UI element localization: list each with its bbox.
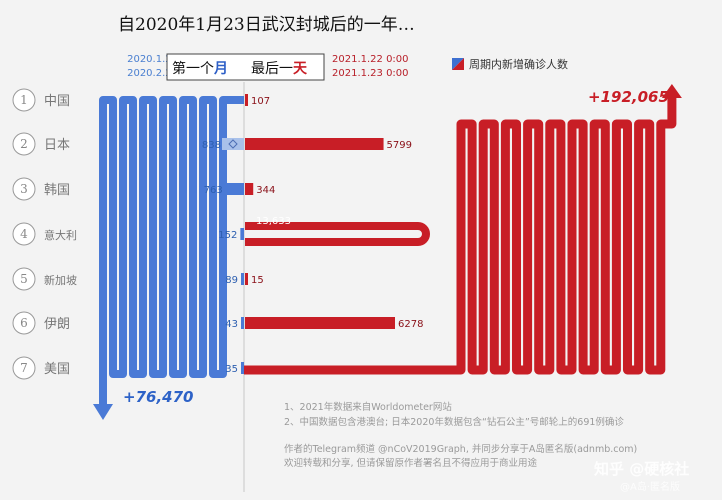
country-label: 伊朗 [44,317,70,332]
right-arrow-head [661,84,682,98]
bar-last-day [245,273,248,285]
header-left-label: 第一个月 [172,60,228,77]
bar-first-month [240,228,244,240]
value-label-first-month: 43 [225,319,238,330]
country-rows: 1 中国 107 2 日本 838 5799 3 韩国 763 344 4 意大利 152 13,633 5 新… [12,88,430,380]
header-right-label: 最后一天 [251,61,308,77]
right-total-label: +192,065 [588,88,669,106]
bar-last-day [245,138,384,150]
country-label: 中国 [44,94,70,109]
left-date-start: 2020.1.23 [127,54,178,65]
rank-circle [12,222,36,246]
country-label: 韩国 [44,183,70,198]
watermark-sub: @A岛·匿名版 [620,480,680,493]
right-serpentine [244,98,677,375]
rank-circle [12,177,36,201]
rank-number: 3 [20,182,28,196]
left-total-label: +76,470 [123,388,193,406]
header-box [166,53,325,81]
value-label-first-month: 35 [225,364,238,375]
legend-swatch-red [452,58,464,70]
value-label-last-day: 6278 [398,319,423,330]
rank-circle [12,132,36,156]
bar-last-day [245,94,248,106]
value-label-last-day: 5799 [387,140,412,151]
rank-circle [12,88,36,112]
diamond-icon [228,139,238,149]
bar-first-month [241,362,244,374]
rank-number: 5 [20,272,28,286]
rank-number: 1 [20,93,28,107]
right-date-start: 2021.1.22 0:00 [332,54,409,65]
bar-cruise-share [222,138,244,150]
rank-number: 7 [20,361,28,375]
bar-first-month [241,317,244,329]
rank-number: 4 [20,227,28,241]
chart-title: 自2020年1月23日武汉封城后的一年… [118,15,415,35]
bar-last-day [245,183,254,195]
rank-number: 2 [20,137,28,151]
rank-circle [12,356,36,380]
left-serpentine [99,96,244,408]
country-label: 新加坡 [44,273,77,287]
value-label-last-day: 344 [256,185,275,196]
legend-label: 周期内新增确诊人数 [469,57,568,71]
watermark-main: 知乎 @硬核社 [594,460,689,478]
bar-last-day [245,317,395,329]
rank-circle [12,267,36,291]
rank-number: 6 [20,316,28,330]
left-date-end: 2020.2.23 [127,68,178,79]
value-label-first-month: 763 [204,185,223,196]
bar-first-month [225,183,244,195]
value-label-last-day: 15 [251,275,264,286]
left-arrow-head [93,404,113,420]
value-label-last-day: 13,633 [256,216,291,227]
value-label-first-month: 89 [225,275,238,286]
legend: 周期内新增确诊人数 [452,57,568,71]
country-label: 日本 [44,138,70,153]
note-license: 欢迎转载和分享, 但请保留原作者署名且不得应用于商业用途 [284,457,538,469]
bar-last-day [245,222,430,246]
value-label-first-month: 152 [218,230,237,241]
note-1: 1、2021年数据来自Worldometer网站 [284,401,452,413]
note-credit: 作者的Telegram频道 @nCoV2019Graph, 并同步分享于A岛匿名… [284,443,637,455]
country-label: 美国 [44,362,70,377]
value-label-first-month: 838 [202,140,221,151]
bar-first-month [241,273,244,285]
country-label: 意大利 [44,228,77,242]
value-label-last-day: 107 [251,96,270,107]
note-2: 2、中国数据包含港澳台; 日本2020年数据包含“钻石公主”号邮轮上的691例确… [284,416,624,428]
rank-circle [12,311,36,335]
right-date-end: 2021.1.23 0:00 [332,68,409,79]
